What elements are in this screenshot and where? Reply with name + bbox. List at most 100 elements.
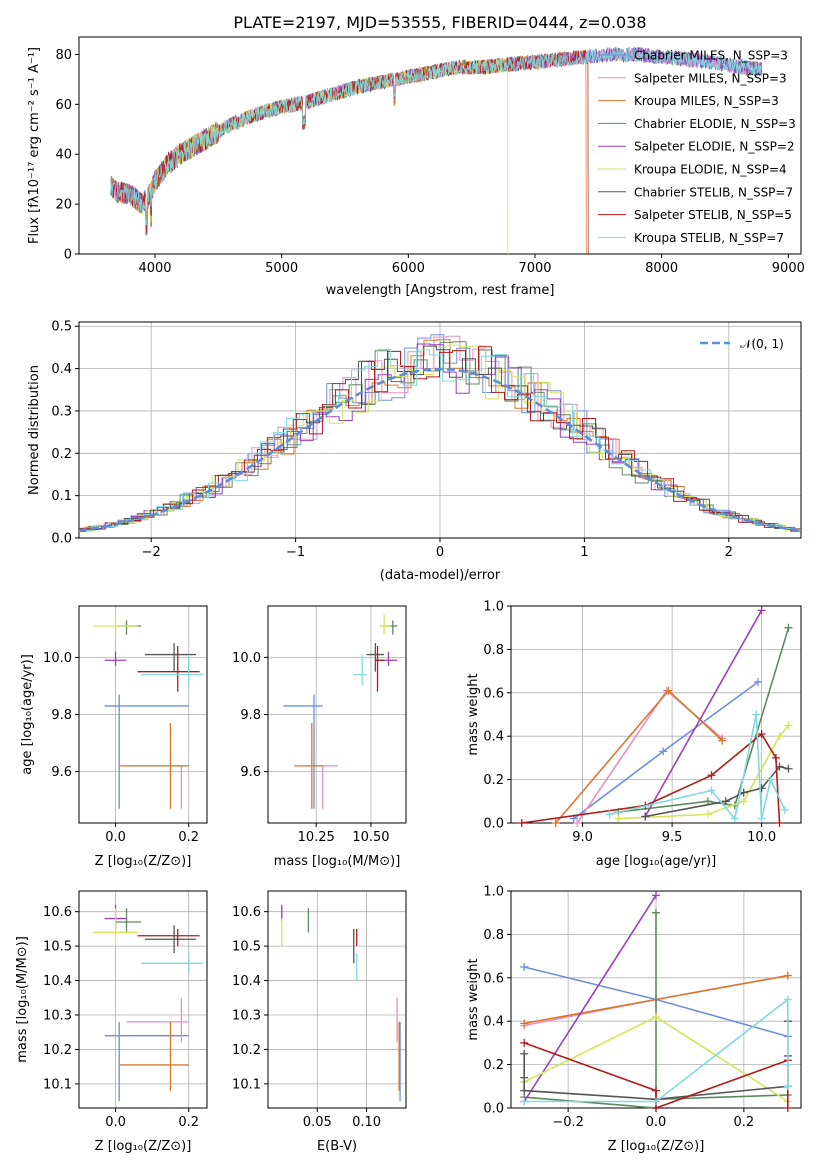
axes-frame (78, 890, 208, 1109)
y-tick-label: 0.5 (51, 320, 72, 335)
spectrum-series-8 (110, 45, 763, 226)
legend-entry-3: Chabrier ELODIE, N_SSP=3 (634, 117, 796, 131)
weight-point (783, 1104, 792, 1112)
y-tick-label: 0 (64, 248, 72, 263)
weight-point (783, 995, 792, 1004)
weight-point (775, 732, 784, 741)
residual-hist-0 (79, 334, 801, 532)
y-tick-label: 10.4 (232, 974, 261, 989)
weight-point (757, 730, 766, 739)
weight-series-0 (573, 681, 759, 820)
x-tick-label: 4000 (138, 261, 171, 276)
y-axis-label: mass weight (466, 958, 481, 1040)
y-tick-label: 10.3 (232, 1009, 261, 1024)
residual-xlabel: (data-model)/error (380, 568, 501, 583)
weight-point (517, 819, 526, 827)
y-axis-label: Flux [fλ10⁻¹⁷ erg cm⁻² s⁻¹ A⁻¹] (27, 47, 42, 244)
y-tick-label: 0.4 (51, 362, 72, 377)
x-tick-label: 8000 (645, 261, 678, 276)
x-tick-label: −2 (142, 545, 161, 560)
axes-frame (510, 605, 802, 824)
y-tick-label: 10.1 (43, 1077, 72, 1092)
weight-series-5 (618, 724, 790, 820)
y-axis-label: mass [log₁₀(M/M⊙)] (15, 936, 30, 1063)
spectrum-title: PLATE=2197, MJD=53555, FIBERID=0444, z=0… (233, 13, 646, 32)
weight-point (652, 891, 660, 900)
weight-vs-Z-marks (520, 891, 792, 1112)
x-tick-label: 0.0 (105, 830, 126, 845)
weight-series-4 (644, 609, 763, 817)
residual-hist-5 (79, 344, 801, 532)
weight-point (739, 788, 748, 797)
y-axis-label: mass weight (466, 673, 481, 755)
weight-series-4 (523, 894, 657, 1102)
weight-point (757, 784, 766, 793)
residual-histograms (79, 334, 801, 533)
x-tick-label: 9.5 (662, 830, 683, 845)
y-axis-label: Normed distribution (27, 365, 42, 495)
y-tick-label: 9.6 (51, 765, 72, 780)
y-tick-label: 9.8 (51, 708, 72, 723)
y-tick-label: 10.4 (43, 974, 72, 989)
weight-point (520, 962, 529, 971)
x-tick-label: 0.2 (734, 1115, 755, 1130)
residual-hist-3 (79, 341, 801, 532)
x-tick-label: 0.05 (303, 1115, 332, 1130)
x-tick-label: 1 (580, 545, 588, 560)
weight-series-3 (524, 912, 788, 1109)
weight-point (652, 1086, 660, 1095)
x-tick-label: 5000 (265, 261, 298, 276)
legend-entry-4: Salpeter ELODIE, N_SSP=2 (634, 140, 795, 154)
weight-point (652, 908, 660, 917)
weight-point (641, 812, 650, 821)
gaussian-legend-label: 𝒩(0, 1) (740, 337, 784, 351)
weight-point (783, 971, 792, 980)
x-tick-label: 0 (436, 545, 444, 560)
legend-entry-8: Kroupa STELIB, N_SSP=7 (634, 231, 784, 245)
y-tick-label: 0.0 (483, 817, 504, 832)
x-tick-label: 6000 (392, 261, 425, 276)
spectrum-lines (110, 45, 763, 254)
age-vs-Z-xlabel: Z [log₁₀(Z/Z⊙)] (95, 854, 192, 869)
y-tick-label: 0.6 (483, 971, 504, 986)
y-tick-label: 10.2 (43, 1043, 72, 1058)
mass-vs-ebv-axes: 0.05 0.10 10.1 10.2 10.3 10.4 10.5 10.6 (232, 890, 407, 1130)
age-vs-Z-axes: 0.0 0.2 9.6 9.8 10.0 (43, 605, 208, 845)
residuals-axes: −2 −1 0 1 2 0.0 0.1 0.2 0.3 0.4 0.5 (51, 320, 802, 560)
mass-vs-ebv-marks (281, 904, 401, 1102)
y-tick-label: 0.2 (483, 773, 504, 788)
weight-point (614, 814, 623, 823)
y-tick-label: 10.0 (232, 651, 261, 666)
residual-hist-4 (79, 343, 801, 532)
y-tick-label: 80 (55, 48, 72, 63)
y-tick-label: 0.4 (483, 1015, 504, 1030)
legend-entry-6: Chabrier STELIB, N_SSP=7 (634, 185, 793, 199)
weight-vs-age-axes: 9.0 9.5 10.0 0.0 0.2 0.4 0.6 0.8 1.0 (483, 600, 802, 845)
weight-point (784, 623, 793, 632)
x-tick-label: 9.0 (572, 830, 593, 845)
y-tick-label: 10.0 (43, 651, 72, 666)
weight-point (784, 764, 793, 773)
weight-point (664, 686, 673, 695)
weight-point (766, 775, 775, 784)
weight-point (783, 1060, 792, 1069)
weight-point (757, 606, 766, 615)
age-vs-Z-marks (93, 614, 204, 809)
weight-vs-Z-axes: −0.2 0.0 0.2 0.0 0.2 0.4 0.6 0.8 1.0 (483, 885, 802, 1130)
legend-entry-0: Chabrier MILES, N_SSP=3 (634, 49, 788, 63)
weight-point (780, 805, 789, 814)
weight-point (659, 747, 668, 756)
y-tick-label: 0.6 (483, 686, 504, 701)
weight-point (783, 1082, 792, 1091)
x-tick-label: 0.10 (352, 1115, 381, 1130)
mass-vs-ebv-xlabel: E(B-V) (317, 1139, 357, 1154)
spectrum-xlabel: wavelength [Angstrom, rest frame] (326, 283, 555, 298)
y-tick-label: 0.0 (51, 532, 72, 547)
x-tick-label: 0.0 (105, 1115, 126, 1130)
x-tick-label: 0.2 (178, 830, 199, 845)
y-tick-label: 20 (55, 198, 72, 213)
x-tick-label: −1 (286, 545, 305, 560)
weight-point (520, 1049, 529, 1058)
weight-point (771, 753, 780, 762)
legend-entry-5: Kroupa ELODIE, N_SSP=4 (634, 163, 787, 177)
